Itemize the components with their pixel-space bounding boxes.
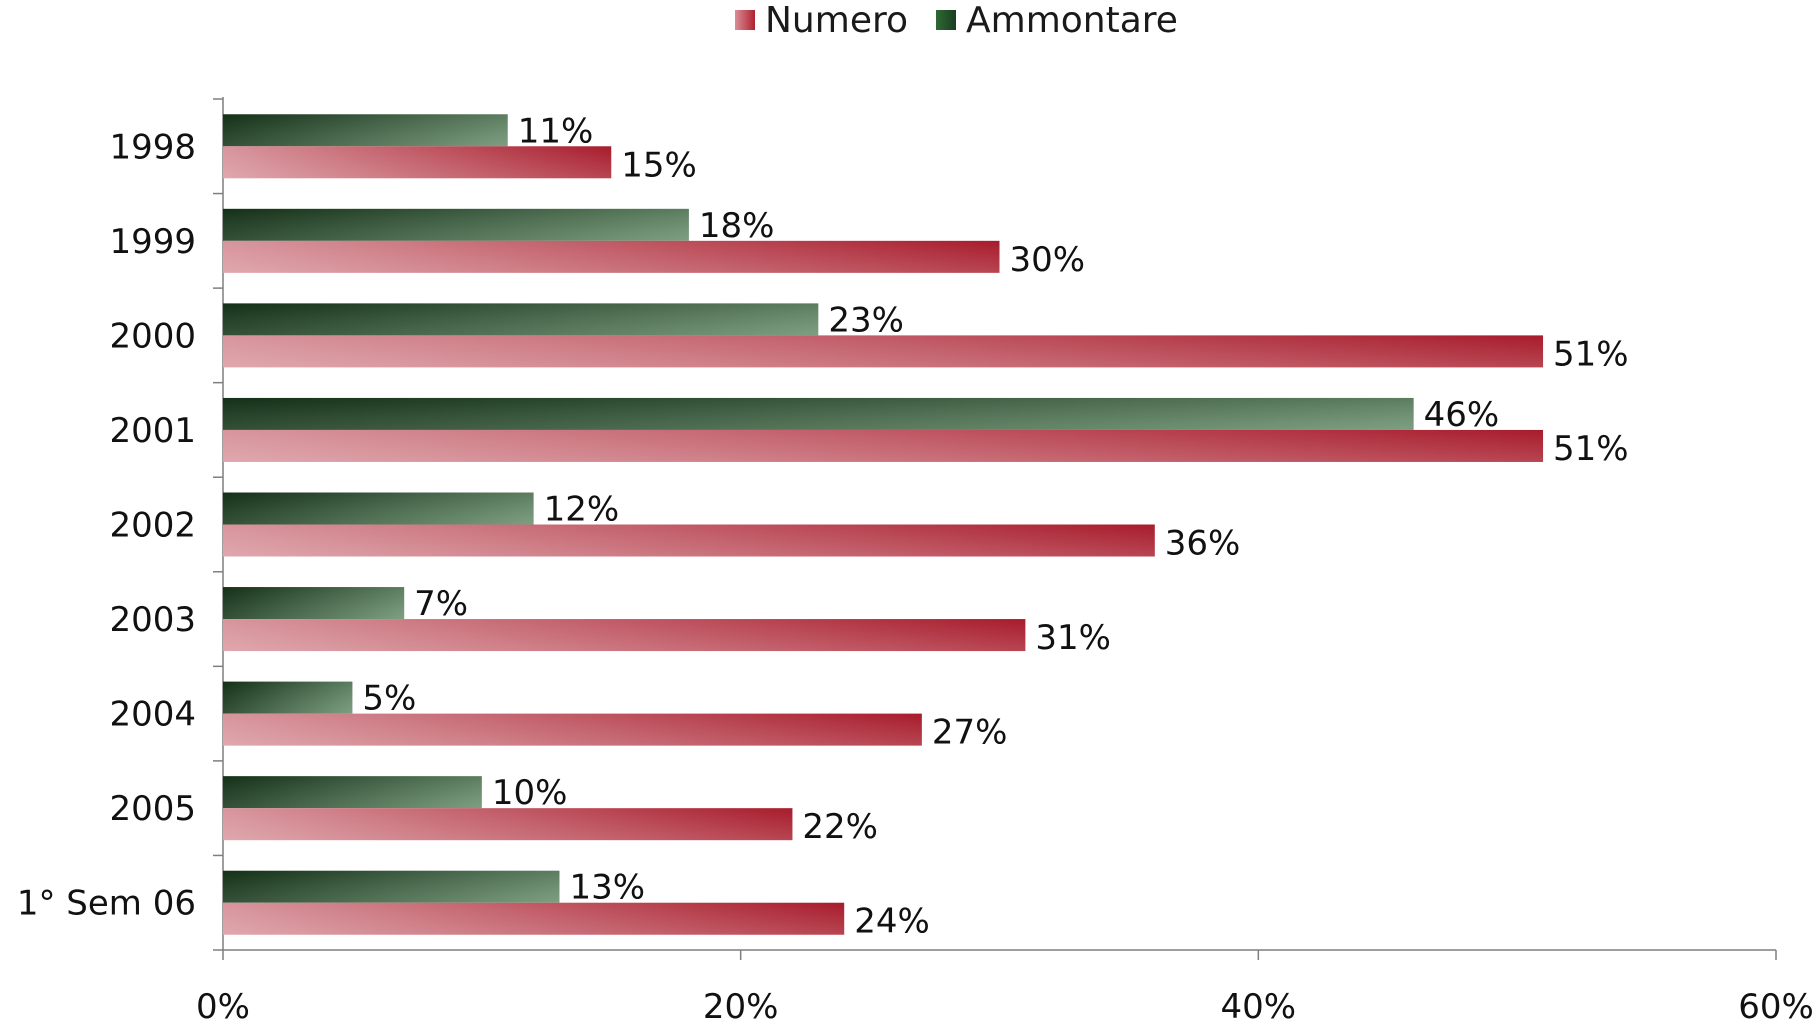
y-tick-label: 1998: [109, 127, 196, 167]
data-label-ammontare: 18%: [699, 206, 775, 246]
bar-numero-shade: [223, 619, 1026, 652]
legend-label-ammontare: Ammontare: [966, 0, 1178, 41]
bar-ammontare-shade: [223, 114, 508, 147]
bar-ammontare-shade: [223, 776, 482, 809]
bar-numero-shade: [223, 240, 1000, 273]
data-label-numero: 31%: [1035, 618, 1111, 658]
y-tick-label: 2002: [109, 506, 196, 546]
bar-ammontare-shade: [223, 492, 534, 525]
data-label-ammontare: 11%: [518, 111, 594, 151]
x-tick-label: 60%: [1738, 987, 1814, 1023]
bar-ammontare-shade: [223, 870, 560, 903]
bar-numero-shade: [223, 808, 793, 841]
bar-numero-shade: [223, 524, 1155, 557]
legend-item-ammontare: Ammontare: [936, 0, 1178, 41]
data-label-numero: 36%: [1165, 524, 1241, 564]
bar-ammontare-shade: [223, 681, 353, 714]
bars: [223, 114, 1544, 935]
bar-ammontare-shade: [223, 208, 689, 241]
bar-ammontare-shade: [223, 303, 819, 336]
bar-ammontare-shade: [223, 397, 1414, 430]
labels: 0% 20% 40% 60% 1998 11% 15% 1999 18% 30% 2000 23% 51…: [17, 111, 1814, 1023]
y-tick-label: 2004: [109, 695, 196, 735]
data-label-ammontare: 7%: [414, 584, 468, 624]
data-label-numero: 30%: [1010, 240, 1086, 280]
x-tick-label: 20%: [703, 987, 779, 1023]
data-label-numero: 51%: [1553, 429, 1629, 469]
legend-label-numero: Numero: [765, 0, 908, 41]
data-label-numero: 15%: [621, 145, 697, 185]
legend-swatch-numero: [735, 10, 755, 30]
legend-swatch-ammontare: [936, 10, 956, 30]
bar-numero-shade: [223, 713, 922, 746]
legend-item-numero: Numero: [735, 0, 908, 41]
y-tick-label: 2000: [109, 316, 196, 356]
y-tick-label: 2003: [109, 600, 196, 640]
data-label-ammontare: 10%: [492, 773, 568, 813]
bar-numero-shade: [223, 335, 1544, 368]
data-label-numero: 24%: [854, 902, 930, 942]
data-label-ammontare: 5%: [362, 679, 416, 719]
x-tick-label: 40%: [1221, 987, 1297, 1023]
bar-numero-shade: [223, 146, 612, 179]
y-tick-label: 1999: [109, 222, 196, 262]
data-label-numero: 27%: [932, 713, 1008, 753]
chart-legend: Numero Ammontare: [735, 0, 1178, 41]
data-label-ammontare: 23%: [828, 300, 904, 340]
bar-ammontare-shade: [223, 587, 405, 620]
data-label-ammontare: 12%: [544, 490, 620, 530]
data-label-numero: 51%: [1553, 334, 1629, 374]
data-label-ammontare: 46%: [1424, 395, 1500, 435]
bar-numero-shade: [223, 429, 1544, 462]
y-tick-label: 2001: [109, 411, 196, 451]
data-label-ammontare: 13%: [569, 868, 645, 908]
x-tick-label: 0%: [196, 987, 250, 1023]
bar-numero-shade: [223, 902, 845, 935]
y-tick-label: 2005: [109, 789, 196, 829]
data-label-numero: 22%: [802, 807, 878, 847]
y-tick-label: 1° Sem 06: [17, 884, 196, 924]
